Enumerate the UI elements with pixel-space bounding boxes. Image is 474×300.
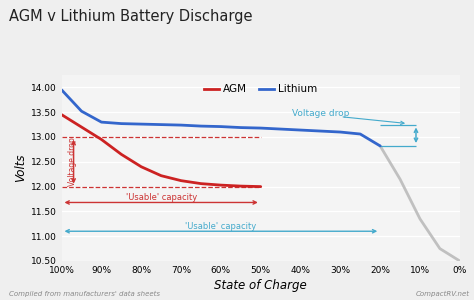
- Text: Voltage drop: Voltage drop: [292, 109, 349, 118]
- Text: 'Usable' capacity: 'Usable' capacity: [185, 222, 256, 231]
- X-axis label: State of Charge: State of Charge: [214, 279, 307, 292]
- Text: Compiled from manufacturers' data sheets: Compiled from manufacturers' data sheets: [9, 291, 161, 297]
- Y-axis label: Volts: Volts: [14, 154, 27, 182]
- Text: Voltage drop: Voltage drop: [68, 137, 77, 186]
- Legend: AGM, Lithium: AGM, Lithium: [200, 80, 321, 98]
- Text: AGM v Lithium Battery Discharge: AGM v Lithium Battery Discharge: [9, 9, 253, 24]
- Text: 'Usable' capacity: 'Usable' capacity: [126, 193, 197, 202]
- Text: CompactRV.net: CompactRV.net: [415, 291, 469, 297]
